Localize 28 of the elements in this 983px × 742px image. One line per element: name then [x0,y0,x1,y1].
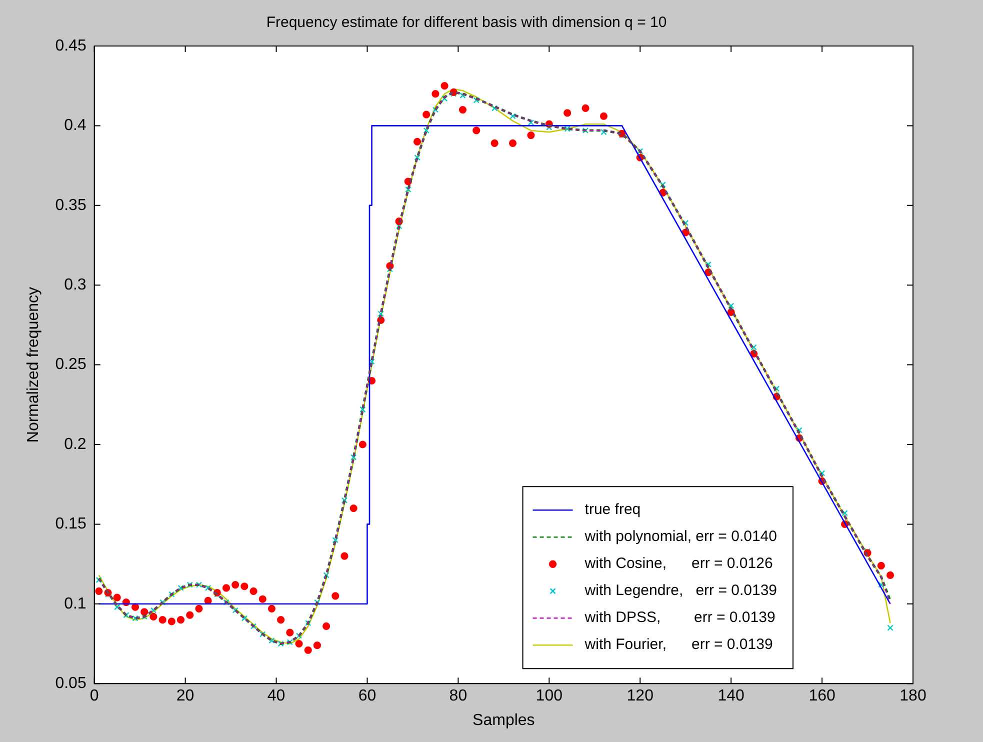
x-tick-label: 120 [626,688,654,705]
y-tick-label: 0.45 [55,37,86,54]
y-tick-label: 0.35 [55,196,86,214]
legend-label: true freq [584,501,641,518]
x-tick-label: 80 [449,688,468,705]
x-tick-label: 160 [808,688,836,705]
x-tick-label: 40 [267,688,286,705]
y-tick-label: 0.15 [55,516,86,533]
legend-label: with DPSS, err = 0.0139 [584,609,776,626]
y-tick-label: 0.05 [55,675,86,692]
x-tick-label: 60 [358,688,376,705]
x-tick-label: 140 [718,688,745,705]
y-tick-label: 0.25 [55,356,86,374]
x-tick-label: 0 [90,688,99,705]
legend-label: with Fourier, err = 0.0139 [584,636,773,654]
x-axis-title: Samples [472,712,535,729]
y-axis-title: Normalized frequency [25,286,42,443]
y-tick-label: 0.2 [64,436,86,453]
y-tick-label: 0.1 [64,595,86,612]
y-tick-label: 0.3 [64,276,86,294]
x-tick-label: 180 [900,688,926,705]
y-tick-label: 0.4 [64,117,86,134]
legend-label: with Legendre, err = 0.0139 [584,582,778,600]
chart-title: Frequency estimate for different basis with dimension q = 10 [266,14,667,32]
legend-label: with Cosine, err = 0.0126 [584,555,773,572]
x-tick-label: 20 [176,688,194,705]
legend-label: with polynomial, err = 0.0140 [584,528,777,546]
x-tick-label: 100 [536,688,563,705]
